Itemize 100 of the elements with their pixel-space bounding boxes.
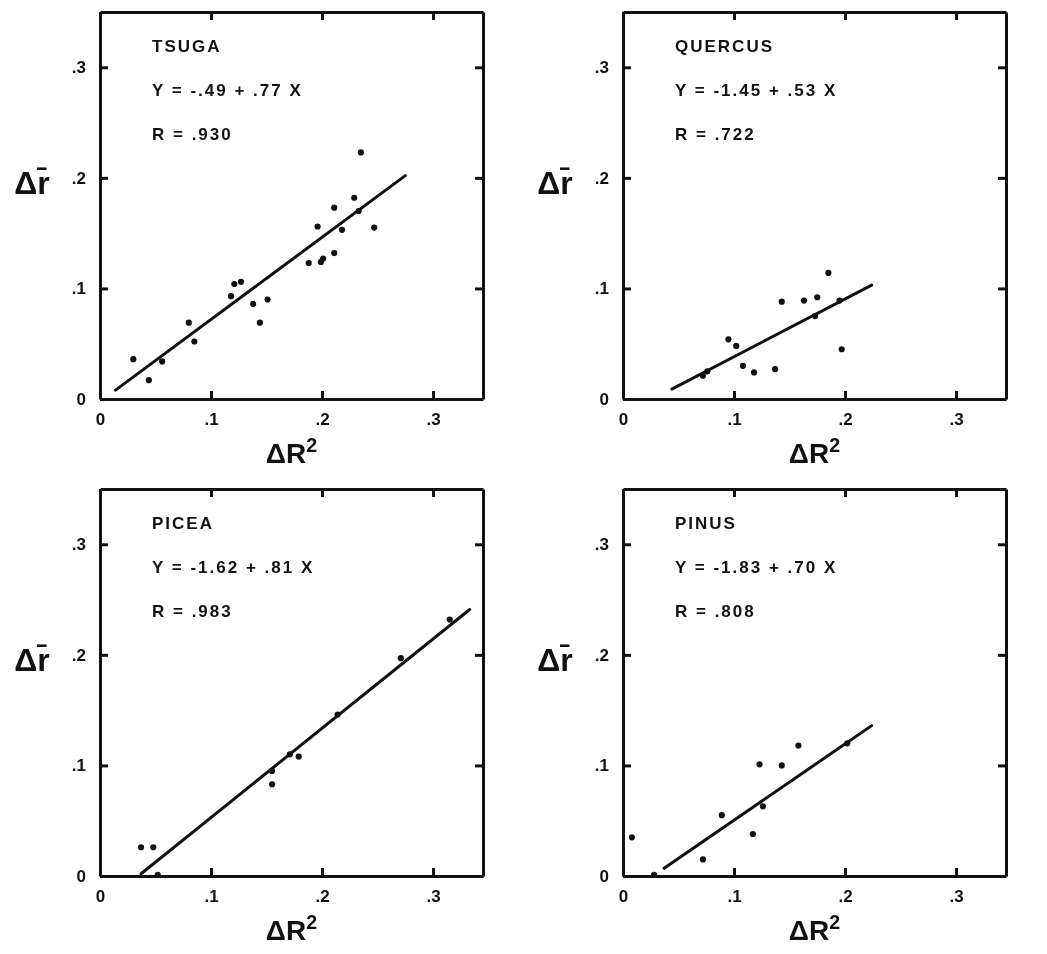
point [355,207,362,215]
x-tick-label: 0 [618,410,629,430]
point [836,297,843,304]
y-tick-label: 0 [599,389,609,409]
point [725,336,732,343]
point [314,223,321,230]
point [191,338,198,345]
annotation: Y = -.49 + .77 X [152,81,303,100]
point [130,356,137,363]
point [778,298,785,305]
point [145,377,152,384]
x-axis-title: ΔR$^{2}$ [788,911,841,946]
x-tick-label: 0 [95,410,106,430]
y-tick-label: .1 [71,279,86,299]
point [718,812,725,819]
point [838,346,845,353]
x-tick-label: .3 [426,410,441,430]
point [397,655,404,662]
x-tick-label: .3 [949,410,964,430]
annotation: R = .808 [675,602,756,621]
y-tick-label: .3 [594,58,609,78]
point [811,312,819,320]
point [268,781,276,788]
y-tick-label: .1 [71,756,86,776]
y-axis-title: Δr̄ [537,641,573,678]
point [733,342,740,350]
point [159,358,166,365]
point [825,269,832,277]
point [628,834,635,841]
point [750,369,758,376]
y-axis-title: Δr̄ [14,641,50,678]
y-tick-label: 0 [76,389,86,409]
point [844,740,851,747]
y-tick-label: .2 [71,645,86,665]
y-axis-title: Δr̄ [537,164,573,201]
point [250,300,257,307]
annotation: QUERCUS [675,37,775,56]
x-tick-label: .1 [727,410,742,430]
y-tick-label: .1 [594,756,609,776]
x-tick-label: .1 [204,410,219,430]
x-tick-label: .3 [426,887,441,907]
point [739,362,746,369]
x-tick-label: .2 [315,410,330,430]
x-tick-label: .1 [204,887,219,907]
point [231,280,238,288]
point [704,368,711,375]
y-tick-label: .1 [594,279,609,299]
point [814,294,821,301]
point [256,319,263,326]
annotation: TSUGA [152,37,222,56]
annotation: Y = -1.83 + .70 X [675,558,838,577]
y-tick-label: 0 [599,866,609,886]
point [185,319,192,326]
y-tick-label: .2 [71,168,86,188]
point [699,372,707,379]
y-tick-label: .3 [594,535,609,555]
x-tick-label: 0 [618,887,629,907]
annotation: PICEA [152,514,214,533]
point [778,762,785,769]
point [351,194,358,201]
point [772,366,779,373]
x-tick-label: 0 [95,887,106,907]
x-tick-label: .2 [838,887,853,907]
annotation: R = .722 [675,125,756,144]
point [749,830,756,838]
point [227,293,235,300]
point [150,844,157,851]
x-tick-label: .2 [315,887,330,907]
point [305,259,312,267]
point [331,249,338,257]
point [137,844,145,851]
point [446,616,453,623]
y-tick-label: .3 [71,535,86,555]
y-tick-label: .2 [594,168,609,188]
point [268,767,276,775]
point [800,297,808,304]
point [331,204,338,211]
point [357,149,364,156]
point [237,278,245,285]
annotation: Y = -1.45 + .53 X [675,81,838,100]
point [795,742,802,749]
y-tick-label: 0 [76,866,86,886]
annotation: R = .930 [152,125,233,144]
y-tick-label: .2 [594,645,609,665]
x-tick-label: .1 [727,887,742,907]
point [371,224,378,231]
x-axis-title: ΔR$^{2}$ [265,434,318,469]
annotation: PINUS [675,514,737,533]
x-axis-title: ΔR$^{2}$ [788,434,841,469]
point [699,856,707,863]
point [756,761,763,768]
x-tick-label: .2 [838,410,853,430]
x-axis-title: ΔR$^{2}$ [265,911,318,946]
x-tick-label: .3 [949,887,964,907]
annotation: Y = -1.62 + .81 X [152,558,315,577]
point [295,753,302,760]
point [759,803,766,810]
y-axis-title: Δr̄ [14,164,50,201]
point [334,711,341,718]
point [286,751,293,758]
